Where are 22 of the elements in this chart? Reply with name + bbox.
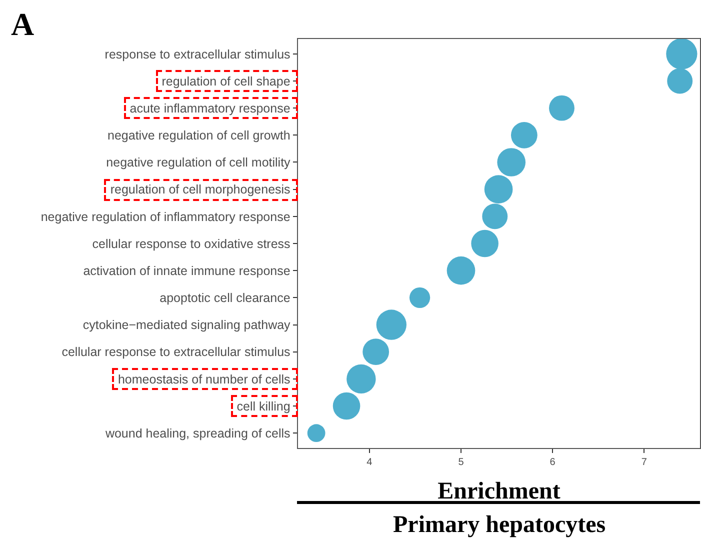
y-tick-label: regulation of cell morphogenesis (110, 182, 290, 197)
y-tick-label: wound healing, spreading of cells (104, 426, 290, 440)
y-tick-label: negative regulation of cell growth (108, 128, 290, 143)
x-axis-title: Enrichment (438, 478, 560, 504)
y-tick-label: negative regulation of inflammatory response (40, 210, 290, 224)
y-tick-label: response to extracellular stimulus (104, 47, 290, 62)
y-tick-label: cellular response to oxidative stress (92, 236, 290, 251)
y-tick-label: regulation of cell shape (162, 74, 290, 88)
y-tick-label: apoptotic cell clearance (160, 291, 290, 306)
y-tick-label: activation of innate immune response (83, 264, 290, 278)
x-tick-label: 4 (366, 457, 373, 468)
y-tick-label: cell killing (236, 399, 290, 414)
text: A (11, 6, 34, 42)
text: Primary hepatocytes (393, 512, 606, 538)
x-tick-label: 6 (550, 457, 556, 468)
y-tick-label: cellular response to extracellular stimulus (62, 345, 290, 360)
y-tick-label: negative regulation of cell motility (106, 156, 292, 170)
x-tick-label: 5 (458, 457, 464, 468)
y-tick-label: acute inflammatory response (130, 101, 290, 116)
x-tick-label: 7 (641, 457, 648, 468)
y-tick-label: homeostasis of number of cells (118, 372, 290, 386)
y-tick-label: cytokine−mediated signaling pathway (82, 318, 292, 332)
